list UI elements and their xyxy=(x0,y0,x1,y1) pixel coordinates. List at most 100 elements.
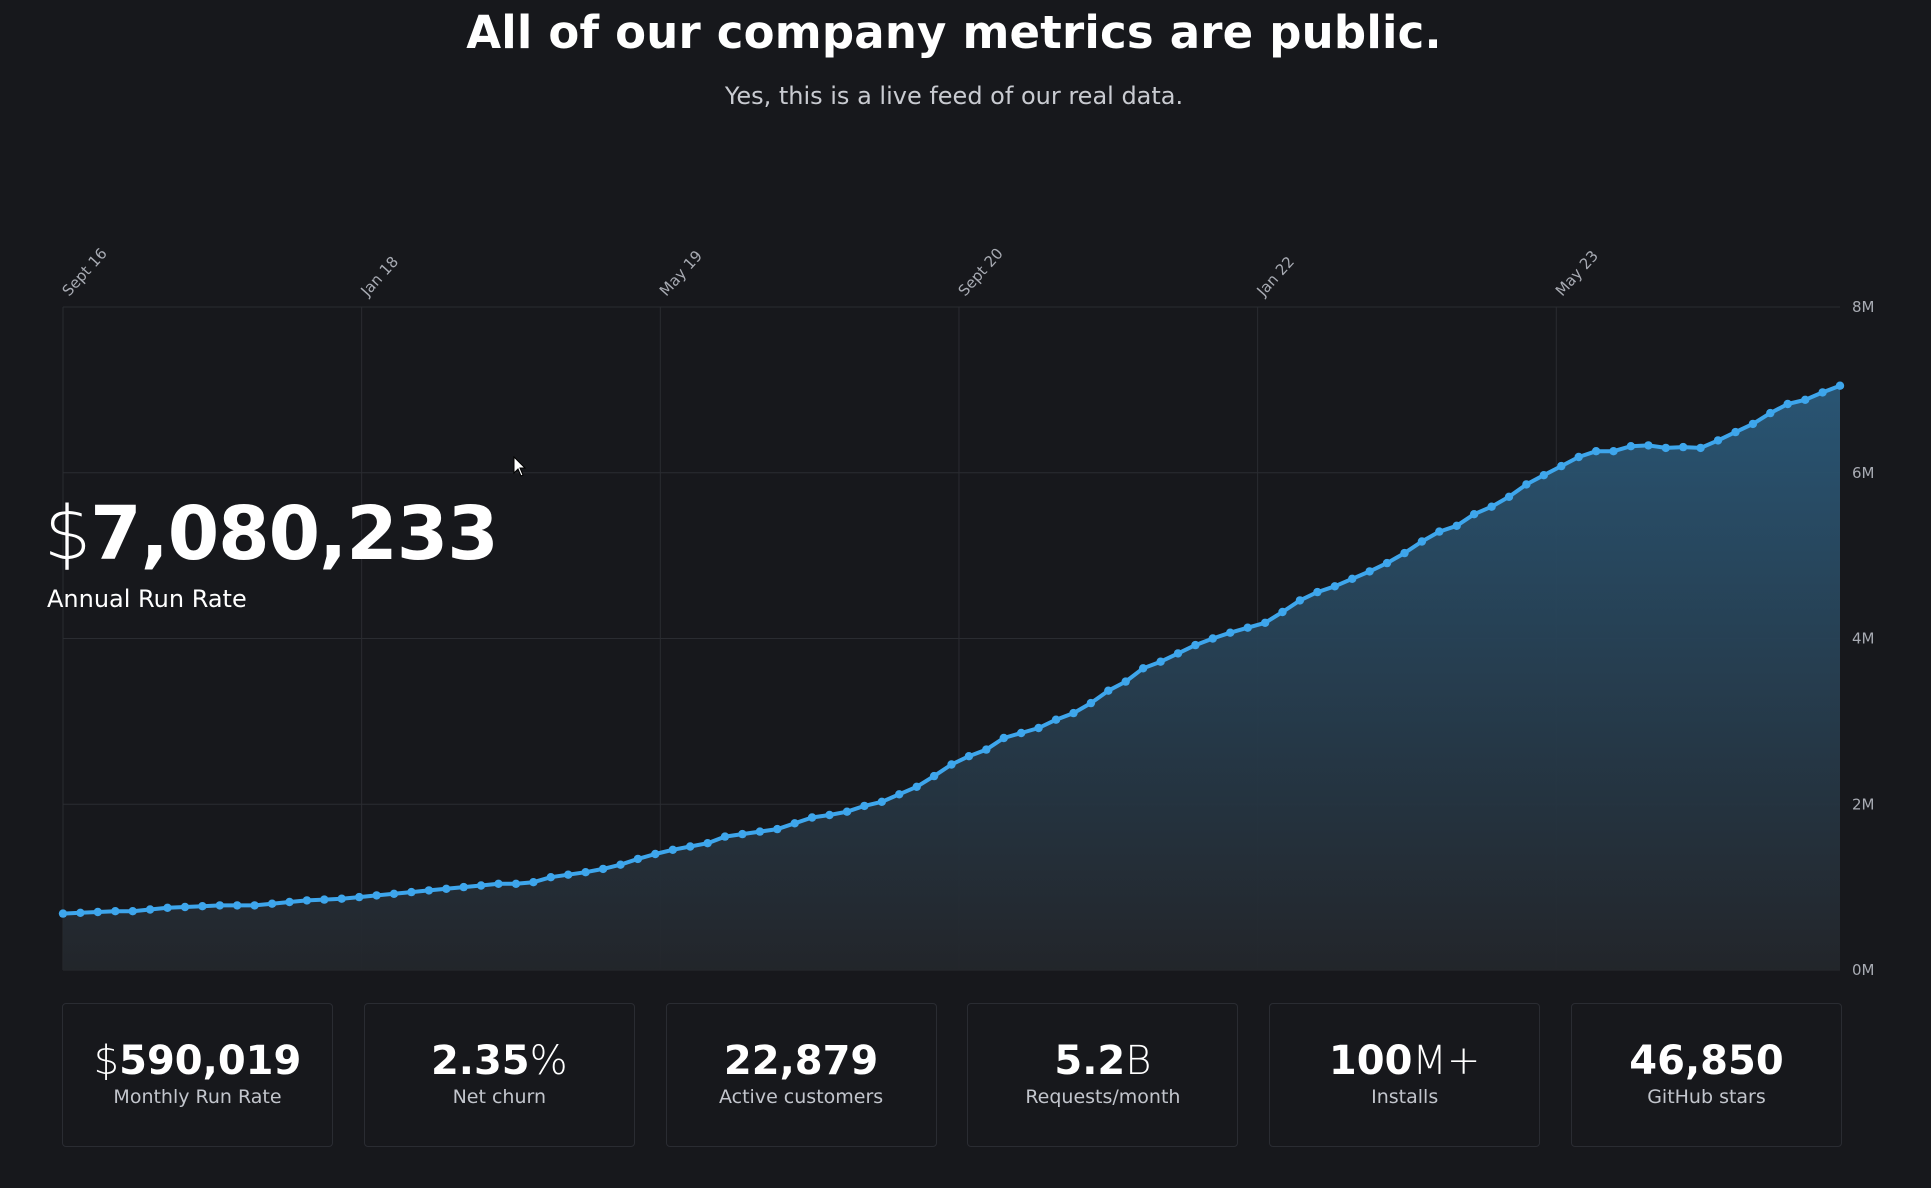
data-point xyxy=(1208,634,1218,643)
data-point xyxy=(1679,442,1688,452)
data-point xyxy=(616,860,625,869)
data-point xyxy=(1365,567,1374,576)
data-point xyxy=(459,882,468,892)
data-point xyxy=(1382,558,1392,568)
data-point xyxy=(703,839,712,848)
data-point xyxy=(1034,723,1043,733)
x-tick-label: May 23 xyxy=(1552,247,1602,300)
data-point xyxy=(1522,480,1531,489)
data-point xyxy=(790,819,799,828)
data-point xyxy=(1156,657,1165,666)
metric-number: 590,019 xyxy=(119,1038,302,1084)
data-point xyxy=(442,884,451,893)
data-point xyxy=(668,845,677,854)
data-point xyxy=(76,908,85,917)
annual-run-rate-label: Annual Run Rate xyxy=(47,585,247,613)
metric-card-github-stars: 46,850 GitHub stars xyxy=(1570,1003,1842,1147)
data-point xyxy=(1748,419,1758,429)
data-point xyxy=(1644,441,1653,450)
data-point xyxy=(1069,708,1078,718)
data-point xyxy=(807,813,817,822)
data-point xyxy=(581,868,590,877)
data-point xyxy=(1435,527,1444,536)
metric-label: Active customers xyxy=(719,1086,884,1108)
x-tick-label: Sept 16 xyxy=(59,245,111,300)
data-point xyxy=(1278,607,1287,617)
data-point xyxy=(598,864,608,874)
data-point xyxy=(302,896,312,905)
data-point xyxy=(1661,443,1671,453)
metric-value: 100M+ xyxy=(1329,1040,1481,1082)
data-point xyxy=(1086,698,1096,708)
data-point xyxy=(1417,537,1427,546)
data-point xyxy=(1138,664,1148,673)
data-point xyxy=(877,797,886,806)
metric-cards: $590,019 Monthly Run Rate 2.35% Net chur… xyxy=(62,1003,1842,1149)
x-tick-label: May 19 xyxy=(656,247,706,300)
metric-number: 5.2 xyxy=(1054,1038,1126,1084)
data-point xyxy=(1696,443,1705,453)
data-point xyxy=(128,907,137,916)
data-point xyxy=(1591,447,1601,456)
data-point xyxy=(494,879,503,888)
data-point xyxy=(1400,548,1409,558)
data-point xyxy=(250,901,259,910)
data-point xyxy=(912,782,921,791)
data-point xyxy=(825,810,834,820)
data-point xyxy=(529,878,538,887)
data-point xyxy=(1713,436,1723,445)
data-point xyxy=(842,807,852,816)
data-point xyxy=(93,907,103,917)
data-point xyxy=(895,790,904,799)
metric-card-active-customers: 22,879 Active customers xyxy=(665,1003,937,1147)
data-point xyxy=(163,903,172,912)
data-point xyxy=(720,832,730,841)
data-point xyxy=(145,905,155,914)
data-point xyxy=(1504,492,1514,501)
metric-number: 2.35 xyxy=(430,1038,530,1084)
annual-run-rate-number: 7,080,233 xyxy=(90,491,499,577)
data-point xyxy=(407,887,416,897)
currency-symbol: $ xyxy=(44,491,91,577)
data-point xyxy=(215,901,224,910)
metric-card-installs: 100M+ Installs xyxy=(1269,1003,1541,1147)
data-point xyxy=(773,824,782,834)
data-point xyxy=(285,897,294,907)
data-point xyxy=(1801,395,1810,404)
data-point xyxy=(372,891,381,900)
metric-card-monthly-run-rate: $590,019 Monthly Run Rate xyxy=(62,1003,333,1147)
metric-value: 5.2B xyxy=(1054,1040,1151,1082)
data-point xyxy=(233,901,242,910)
data-point xyxy=(1731,427,1740,437)
data-point xyxy=(58,909,68,918)
mouse-cursor-icon xyxy=(513,456,527,477)
y-tick-label: 0M xyxy=(1852,961,1875,979)
data-point xyxy=(424,886,434,895)
data-point xyxy=(511,879,521,888)
metric-value: $590,019 xyxy=(94,1040,302,1082)
data-point xyxy=(1609,447,1618,456)
metric-value: 46,850 xyxy=(1629,1040,1783,1082)
data-point xyxy=(546,873,555,882)
metric-suffix: % xyxy=(529,1038,568,1084)
data-point xyxy=(1313,587,1322,597)
data-point xyxy=(964,752,974,761)
x-tick-label: Sept 20 xyxy=(955,245,1007,300)
data-point xyxy=(929,771,939,781)
data-point xyxy=(1243,623,1252,632)
metric-card-requests-month: 5.2B Requests/month xyxy=(967,1003,1239,1147)
data-point xyxy=(267,899,277,908)
data-point xyxy=(1469,510,1479,519)
metric-number: 46,850 xyxy=(1629,1038,1784,1084)
metric-number: 22,879 xyxy=(723,1038,879,1084)
metric-suffix: M+ xyxy=(1412,1038,1481,1084)
metric-label: Net churn xyxy=(452,1086,547,1108)
data-point xyxy=(1051,715,1061,724)
data-point xyxy=(1539,471,1549,480)
arr-chart: 8M 6M 4M 2M 0M Sept 16 Jan 18 May 19 Sept 20 Jan… xyxy=(58,245,1875,979)
data-point xyxy=(982,745,991,754)
data-point xyxy=(198,902,207,911)
data-point xyxy=(355,892,364,902)
data-point xyxy=(1295,596,1305,605)
data-point xyxy=(476,881,486,890)
